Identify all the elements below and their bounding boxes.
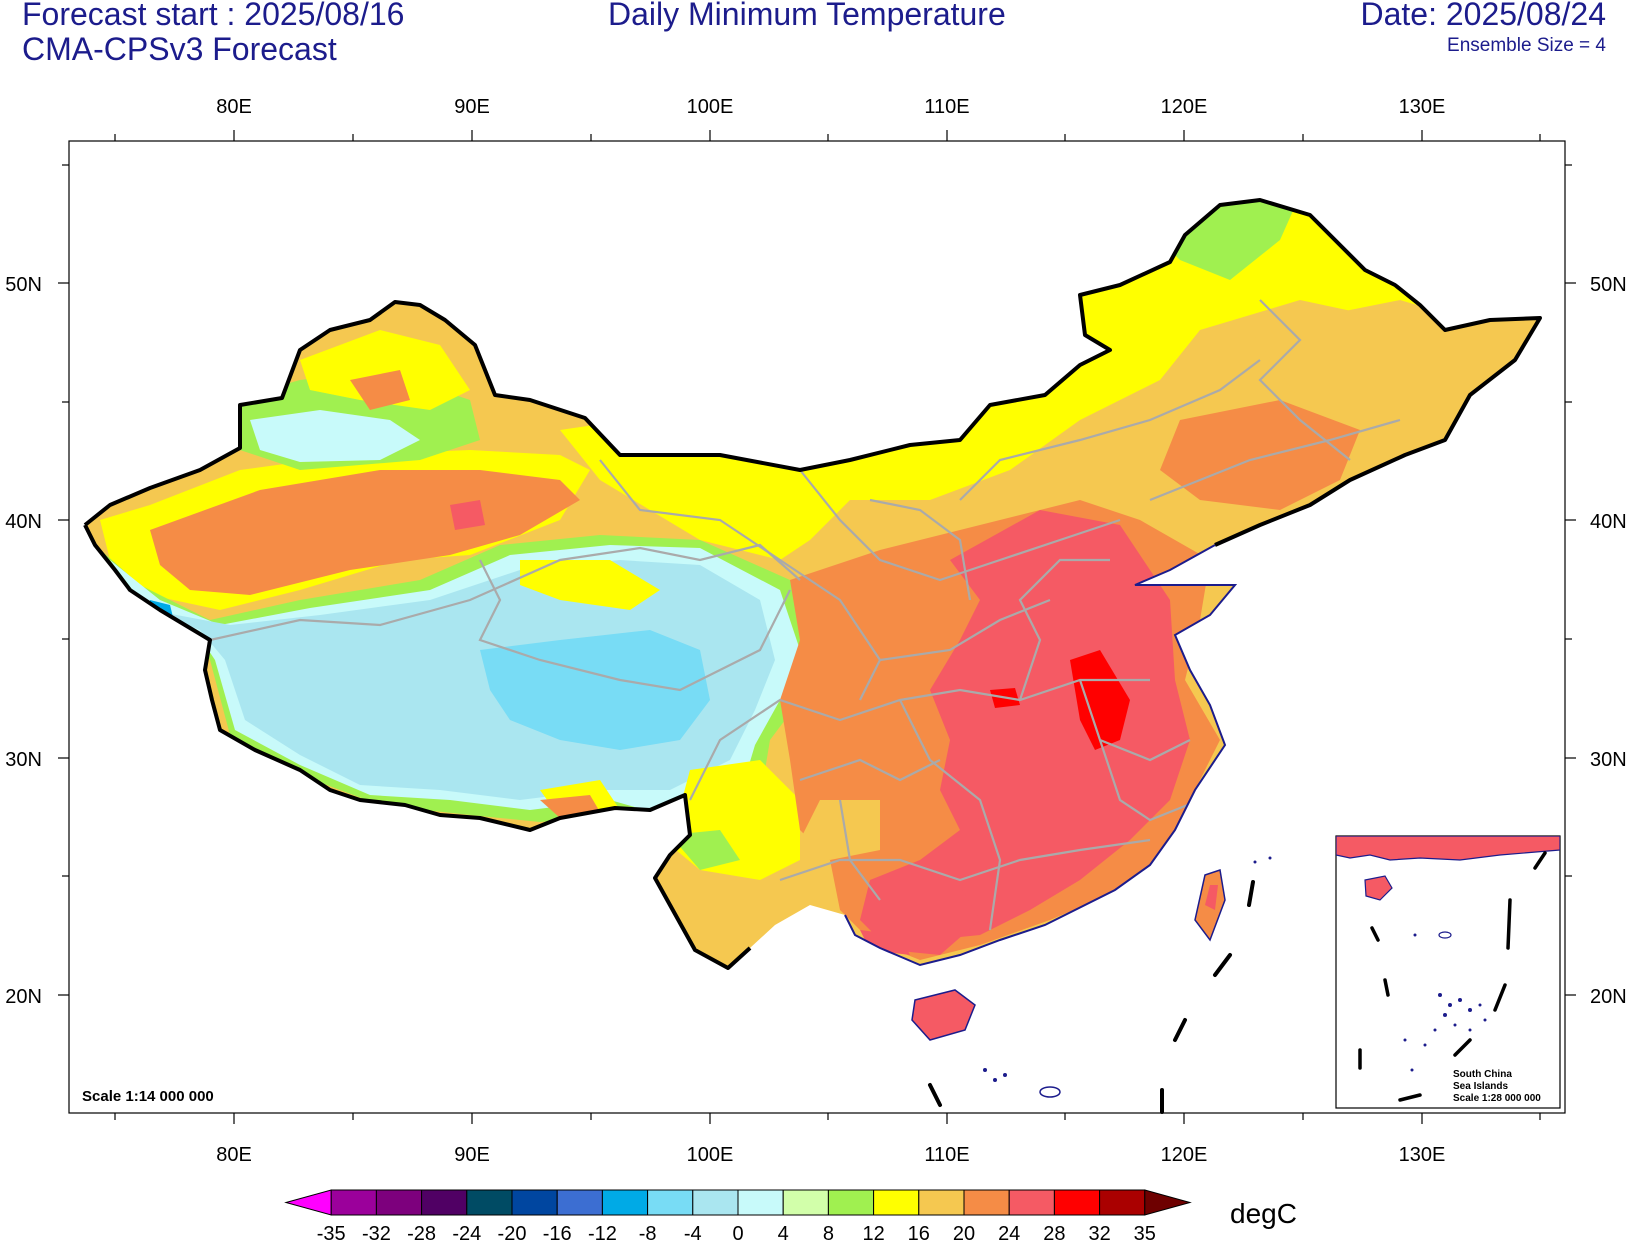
lon-label-100e-bottom: 100E — [687, 1144, 734, 1166]
valid-date-label: Date: 2025/08/24 — [1360, 0, 1606, 32]
colorbar-swatch — [330, 1189, 377, 1216]
colorbar-tick-label: 20 — [953, 1223, 975, 1241]
lat-label-30n-left: 30N — [5, 749, 42, 771]
lon-label-130e-top: 130E — [1399, 96, 1446, 118]
lon-labels-bottom: 80E 90E 100E 110E 120E 130E — [216, 1144, 1445, 1166]
colorbar-tick-label: -28 — [407, 1223, 436, 1241]
lat-labels-left: 50N 40N 30N 20N — [5, 274, 42, 1008]
nine-dash-line — [928, 880, 1255, 1114]
colorbar-tick-label: -16 — [543, 1223, 572, 1241]
south-china-sea-inset — [1335, 835, 1561, 1109]
colorbar-unit: degC — [1230, 1198, 1297, 1229]
ensemble-size-label: Ensemble Size = 4 — [1447, 35, 1606, 56]
colorbar-swatch — [1099, 1189, 1146, 1216]
model-label: CMA-CPSv3 Forecast — [22, 31, 337, 67]
colorbar-swatch — [556, 1189, 603, 1216]
inset-caption-line1: South China — [1453, 1069, 1512, 1080]
colorbar-swatch — [284, 1189, 332, 1216]
axis-ticks — [58, 130, 1576, 1124]
lon-label-90e-top: 90E — [454, 96, 490, 118]
colorbar-tick-label: -12 — [588, 1223, 617, 1241]
colorbar-labels: -35 -32 -28 -24 -20 -16 -12 -8 -4 0 4 8 12 16 20 24 28 32… — [317, 1223, 1156, 1241]
colorbar-tick-label: 4 — [778, 1223, 789, 1241]
lat-labels-right: 50N 40N 30N 20N — [1590, 274, 1627, 1008]
inset-caption-line2: Sea Islands — [1453, 1081, 1508, 1092]
colorbar-tick-label: -4 — [684, 1223, 702, 1241]
province-boundaries — [209, 299, 1401, 931]
lon-label-80e-bottom: 80E — [216, 1144, 252, 1166]
small-islands — [983, 856, 1272, 1098]
colorbar-swatch — [647, 1189, 694, 1216]
colorbar — [284, 1189, 1192, 1216]
colorbar-tick-label: 8 — [823, 1223, 834, 1241]
hainan-island — [911, 989, 976, 1041]
lon-label-120e-top: 120E — [1161, 96, 1208, 118]
colorbar-swatch — [601, 1189, 649, 1216]
colorbar-tick-label: -32 — [362, 1223, 391, 1241]
lat-label-50n-left: 50N — [5, 274, 42, 296]
lon-label-90e-bottom: 90E — [454, 1144, 490, 1166]
colorbar-tick-label: -20 — [498, 1223, 527, 1241]
lat-label-30n-right: 30N — [1590, 749, 1627, 771]
inset-caption-line3: Scale 1:28 000 000 — [1453, 1093, 1541, 1104]
lon-label-130e-bottom: 130E — [1399, 1144, 1446, 1166]
colorbar-tick-label: 12 — [862, 1223, 884, 1241]
colorbar-swatch — [692, 1189, 739, 1216]
lon-label-100e-top: 100E — [687, 96, 734, 118]
colorbar-tick-label: -35 — [317, 1223, 346, 1241]
forecast-start-label: Forecast start : 2025/08/16 — [22, 0, 405, 32]
lat-label-40n-left: 40N — [5, 511, 42, 533]
colorbar-tick-label: 16 — [908, 1223, 930, 1241]
colorbar-tick-label: -8 — [639, 1223, 657, 1241]
colorbar-tick-label: 28 — [1043, 1223, 1065, 1241]
lat-label-40n-right: 40N — [1590, 511, 1627, 533]
colorbar-swatch — [511, 1189, 558, 1216]
lon-label-110e-top: 110E — [924, 96, 969, 118]
lon-label-80e-top: 80E — [216, 96, 252, 118]
lat-label-50n-right: 50N — [1590, 274, 1627, 296]
colorbar-swatch — [375, 1189, 423, 1216]
lat-label-20n-left: 20N — [5, 986, 42, 1008]
colorbar-swatch — [1053, 1189, 1101, 1216]
lon-label-110e-bottom: 110E — [924, 1144, 969, 1166]
colorbar-swatch — [918, 1189, 965, 1216]
lon-label-120e-bottom: 120E — [1161, 1144, 1208, 1166]
colorbar-swatch — [963, 1189, 1010, 1216]
map-title: Daily Minimum Temperature — [608, 0, 1006, 32]
national-border — [83, 198, 1542, 970]
colorbar-tick-label: 35 — [1134, 1223, 1156, 1241]
colorbar-swatch — [1144, 1189, 1192, 1216]
colorbar-swatch — [827, 1189, 875, 1216]
lat-label-20n-right: 20N — [1590, 986, 1627, 1008]
colorbar-tick-label: 24 — [998, 1223, 1020, 1241]
map-scale-note: Scale 1:14 000 000 — [82, 1088, 214, 1105]
colorbar-tick-label: 32 — [1088, 1223, 1110, 1241]
colorbar-swatch — [421, 1189, 468, 1216]
colorbar-tick-label: -24 — [452, 1223, 481, 1241]
colorbar-swatch — [466, 1189, 513, 1216]
colorbar-swatch — [782, 1189, 829, 1216]
colorbar-swatch — [737, 1189, 784, 1216]
inset-map — [1336, 836, 1560, 1102]
colorbar-swatch — [873, 1189, 920, 1216]
lon-labels-top: 80E 90E 100E 110E 120E 130E — [216, 96, 1445, 118]
colorbar-swatch — [1008, 1189, 1055, 1216]
colorbar-tick-label: 0 — [732, 1223, 743, 1241]
coastline — [844, 544, 1238, 967]
